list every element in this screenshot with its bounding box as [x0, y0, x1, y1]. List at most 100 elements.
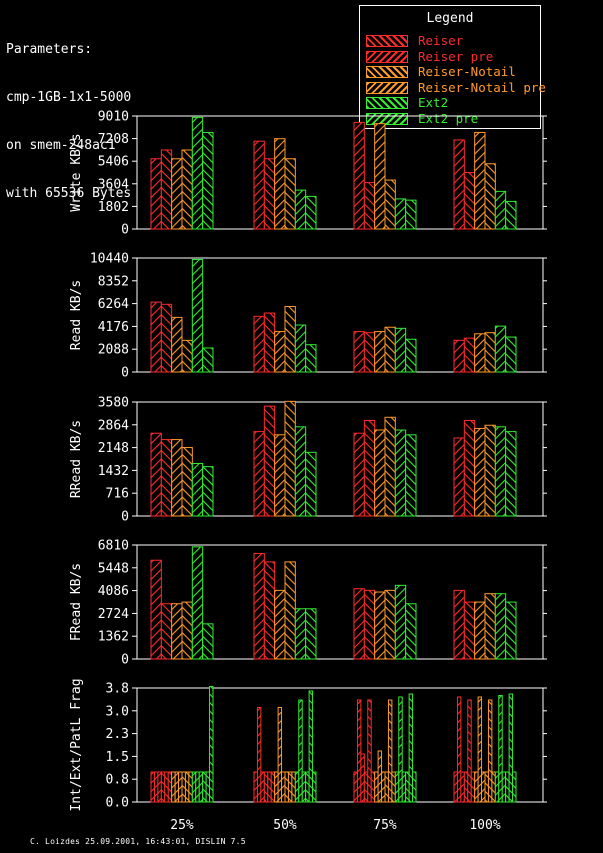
x-tick-label: 100%: [469, 818, 500, 833]
y-tick-label: 10440: [90, 252, 129, 267]
bar-reiser: [153, 771, 159, 803]
y-tick-label: 2724: [98, 607, 129, 622]
bar-reiser-notail: [374, 591, 386, 660]
bar-reiser: [353, 331, 365, 373]
legend-label: Ext2 pre: [418, 110, 479, 126]
bar-reiser-pre: [263, 561, 276, 660]
bar-reiser-notail: [474, 131, 486, 230]
bar-ext2: [294, 426, 307, 517]
bar-reiser-notail-pre: [387, 699, 393, 803]
bar-reiser-notail-pre: [484, 593, 496, 660]
bar-ext2-pre: [405, 603, 417, 660]
bar-reiser: [150, 559, 162, 660]
bar-reiser-notail: [171, 316, 183, 373]
bar-reiser-notail: [274, 434, 286, 517]
bar-reiser-notail: [274, 589, 286, 660]
y-tick-label: 6810: [98, 539, 129, 554]
y-tick-label: 2148: [98, 441, 129, 456]
bar-ext2: [398, 696, 403, 803]
bar-reiser-notail-pre: [181, 601, 193, 660]
bar-ext2: [494, 771, 500, 803]
bar-ext2: [191, 546, 204, 660]
bar-reiser: [256, 707, 262, 803]
y-axis-label: RRead KB/s: [69, 420, 84, 498]
y-tick-label: 5406: [98, 155, 129, 170]
legend-swatch: [366, 66, 408, 78]
x-tick-label: 25%: [170, 818, 194, 833]
y-tick-label: 1.5: [106, 750, 129, 765]
legend-label: Ext2: [418, 95, 449, 110]
bar-reiser-notail-pre: [188, 771, 193, 803]
bar-reiser-pre: [463, 771, 469, 803]
bar-ext2-pre: [305, 608, 317, 660]
bar-reiser-notail: [474, 427, 486, 517]
y-tick-label: 0: [121, 366, 129, 381]
bar-reiser-notail-pre: [484, 163, 496, 230]
bar-reiser: [353, 771, 358, 803]
bar-reiser: [453, 589, 465, 660]
plot-frame: [136, 115, 544, 230]
bar-reiser-notail-pre: [284, 158, 296, 230]
bar-reiser-notail-pre: [184, 771, 190, 803]
bar-reiser: [253, 431, 265, 517]
y-tick-label: 716: [106, 487, 129, 502]
y-tick-label: 2864: [98, 418, 129, 433]
bar-reiser-notail-pre: [284, 771, 289, 803]
bar-ext2-pre: [209, 686, 214, 803]
bar-reiser-notail: [374, 771, 379, 803]
y-tick-label: 2.3: [106, 727, 129, 742]
bar-reiser-notail-pre: [484, 771, 489, 803]
plot-frame: [136, 687, 544, 803]
y-tick-label: 6264: [98, 297, 129, 312]
bar-ext2: [294, 189, 307, 230]
bar-reiser-pre: [160, 439, 173, 517]
bar-reiser-notail: [274, 771, 279, 803]
bar-reiser-notail-pre: [484, 332, 496, 373]
bar-ext2-pre: [505, 431, 517, 517]
y-tick-label: 7208: [98, 132, 129, 147]
bar-reiser-notail: [477, 696, 483, 803]
bar-reiser-pre: [363, 771, 369, 803]
bar-reiser: [150, 432, 162, 517]
bar-reiser: [253, 553, 265, 660]
bar-reiser: [460, 771, 465, 803]
legend-swatch: [366, 35, 408, 47]
bar-reiser-notail: [374, 123, 386, 230]
bar-reiser: [353, 588, 365, 660]
y-tick-label: 1802: [98, 200, 129, 215]
bar-ext2-pre: [202, 347, 214, 373]
bar-reiser-notail: [174, 771, 180, 803]
y-tick-label: 4086: [98, 584, 129, 599]
bar-ext2: [401, 771, 407, 803]
bar-ext2: [294, 324, 307, 373]
bar-reiser-notail: [474, 333, 486, 373]
bar-ext2-pre: [305, 344, 317, 373]
parameters-text: Parameters: cmp-1GB-1x1-5000 on smem-248…: [6, 10, 131, 218]
bar-ext2-pre: [305, 771, 310, 803]
bar-reiser-notail-pre: [391, 771, 396, 803]
panel-int-ext-patl-frag: 0.0 0.8 1.5 2.3 3.0 3.8 Int/Ext/PatL Frag: [69, 678, 547, 812]
y-tick-label: 0.8: [106, 773, 129, 788]
bar-ext2: [195, 771, 200, 803]
bar-ext2-pre: [305, 451, 317, 517]
plot-frame: [136, 544, 544, 660]
y-tick-label: 2088: [98, 343, 129, 358]
bar-reiser-pre: [160, 149, 173, 230]
bar-reiser-pre: [164, 771, 169, 803]
bar-reiser-pre: [167, 771, 173, 803]
bar-ext2-pre: [202, 466, 214, 517]
bar-ext2: [294, 608, 307, 660]
panel-write-kb-s: 0 1802 3604 5406 7208 9010 Write KB/s: [69, 110, 547, 238]
bar-reiser-pre: [270, 771, 276, 803]
bar-reiser: [453, 771, 458, 803]
y-tick-label: 1432: [98, 464, 129, 479]
y-tick-label: 0: [121, 653, 129, 668]
bar-reiser-notail: [171, 771, 176, 803]
bar-reiser: [260, 771, 265, 803]
bar-ext2: [191, 771, 197, 803]
bar-reiser-notail: [374, 331, 386, 373]
parameters-line: with 65536 Bytes: [6, 186, 132, 201]
bar-reiser-notail: [178, 771, 183, 803]
bar-ext2-pre: [505, 200, 517, 230]
